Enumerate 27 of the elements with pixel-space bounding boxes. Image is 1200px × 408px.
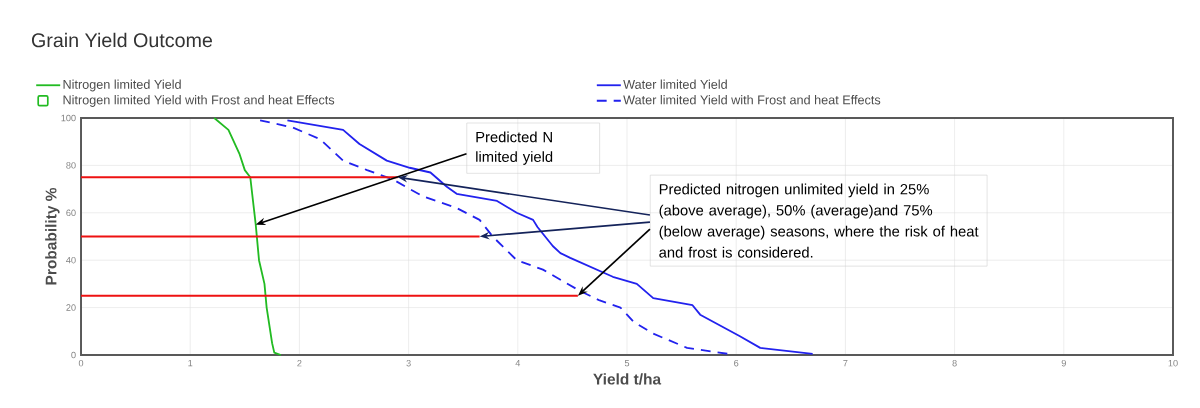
legend-label: Water limited Yield — [623, 79, 727, 89]
y-tick-label: 60 — [66, 209, 76, 217]
y-tick-label: 40 — [66, 256, 76, 264]
x-tick-label: 3 — [406, 359, 411, 367]
chart-title: Grain Yield Outcome — [31, 32, 213, 48]
x-tick-label: 4 — [515, 359, 521, 367]
x-tick-label: 8 — [952, 359, 957, 367]
annotation: Predicted N limited yield — [476, 131, 553, 165]
y-tick-label: 20 — [66, 304, 76, 311]
x-tick-label: 6 — [734, 359, 739, 367]
x-tick-label: 9 — [1061, 359, 1066, 367]
x-axis-title: Yield t/ha — [593, 373, 662, 385]
y-axis-title: Probability % — [45, 187, 60, 285]
x-tick-label: 2 — [297, 359, 302, 367]
x-tick-label: 0 — [78, 359, 84, 367]
x-tick-label: 1 — [188, 359, 193, 367]
legend-label: Water limited Yield with Frost and heat Effects — [623, 95, 881, 105]
y-tick-label: 0 — [71, 351, 76, 359]
annotation: Predicted nitrogen unlimited yield in 25% (above average), 50% (average)and 75% (below average) seasons, where the risk of heat and frost is considered. — [659, 183, 979, 258]
x-tick-label: 7 — [843, 359, 848, 367]
line-series — [213, 117, 282, 356]
x-tick-label: 10 — [1168, 359, 1178, 367]
legend-label: Nitrogen limited Yield with Frost and heat Effects — [63, 95, 335, 107]
legend-label: Nitrogen limited Yield — [63, 79, 181, 92]
x-tick-label: 5 — [624, 359, 630, 367]
y-tick-label: 80 — [66, 162, 76, 169]
y-tick-label: 100 — [61, 114, 76, 122]
